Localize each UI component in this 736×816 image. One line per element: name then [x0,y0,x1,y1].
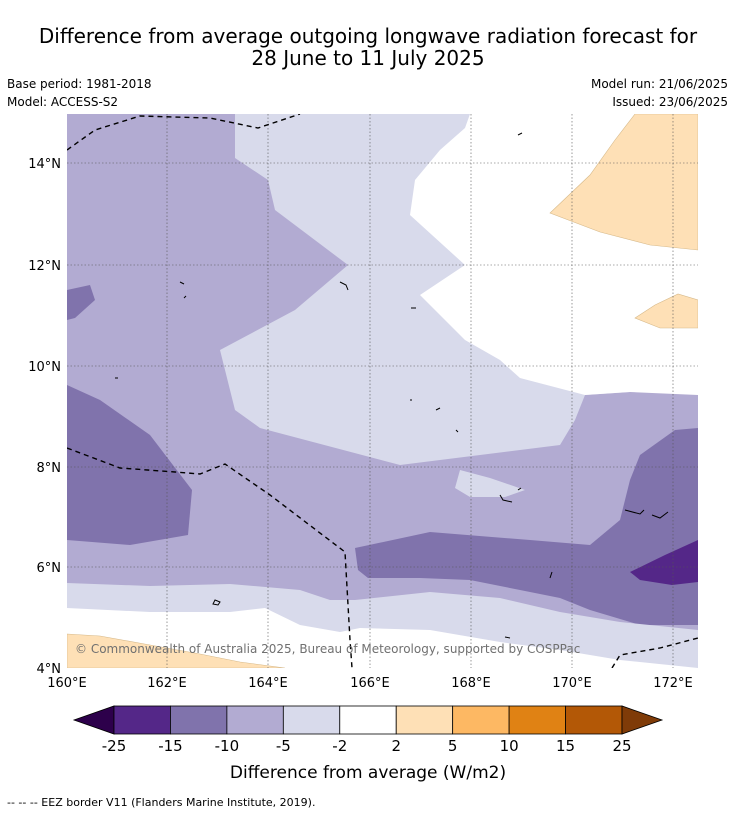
eez-legend: -- -- -- EEZ border V11 (Flanders Marine… [7,796,316,809]
lon-label: 164°E [248,676,288,691]
lon-label: 170°E [552,676,592,691]
lon-label: 172°E [653,676,693,691]
lon-label: 160°E [47,676,87,691]
map-title-line1: Difference from average outgoing longwav… [38,24,698,48]
colorbar-tick-label: -25 [102,737,127,755]
map-title-line2: 28 June to 11 July 2025 [251,46,485,70]
lon-labels: 160°E 162°E 164°E 166°E 168°E 170°E 172°… [47,676,693,691]
map-area [67,114,698,668]
meta-left: Base period: 1981-2018 Model: ACCESS-S2 [7,75,152,111]
colorbar-tick-label: 15 [556,737,575,755]
anomaly-region-neutral-south [67,608,698,668]
lat-label: 14°N [28,157,61,172]
map-gridlines [67,114,698,668]
issued-date: Issued: 23/06/2025 [612,95,728,109]
lat-label: 8°N [37,461,62,476]
colorbar: -25 -15 -10 -5 -2 2 5 10 15 25 [72,705,664,755]
colorbar-tick-label: -10 [215,737,240,755]
eez-borders [67,114,698,668]
lat-labels: 14°N 12°N 10°N 8°N 6°N 4°N [28,157,61,677]
colorbar-extend-high [621,705,664,735]
anomaly-region-minus15-west [67,385,192,545]
anomaly-region-positive-sw [67,633,286,668]
lon-label: 166°E [350,676,390,691]
model-name: Model: ACCESS-S2 [7,95,119,109]
anomaly-region-minus15-east [355,428,698,625]
colorbar-segment [282,705,341,735]
anomaly-region-minus25 [630,540,698,585]
colorbar-segment [508,705,566,735]
anomaly-region-island [455,470,525,497]
anomaly-region-minus15-small [67,285,95,320]
anomaly-region-positive-e [634,293,698,329]
colorbar-tick-label: -2 [332,737,347,755]
colorbar-tick-label: 10 [500,737,519,755]
model-run: Model run: 21/06/2025 [590,77,728,91]
lon-label: 162°E [147,676,187,691]
colorbar-segment [113,705,171,735]
colorbar-segment [170,705,228,735]
colorbar-extend-low [72,705,115,735]
lon-label: 168°E [451,676,491,691]
colorbar-tick-label: 2 [391,737,401,755]
meta-right: Model run: 21/06/2025 Issued: 23/06/2025 [591,75,728,111]
colorbar-segment [395,705,454,735]
islands [115,132,669,639]
colorbar-tick-label: -5 [276,737,291,755]
anomaly-region-positive-ne [549,114,698,251]
lat-label: 6°N [37,561,62,576]
colorbar-segment [565,705,623,735]
colorbar-label: Difference from average (W/m2) [230,763,506,783]
lat-label: 4°N [37,662,62,677]
colorbar-tick-label: -15 [158,737,183,755]
base-period: Base period: 1981-2018 [7,77,152,91]
colorbar-segment [452,705,510,735]
colorbar-segment [339,705,397,735]
copyright-text: © Commonwealth of Australia 2025, Bureau… [75,642,580,656]
colorbar-segment [226,705,284,735]
colorbar-tick-label: 5 [448,737,458,755]
colorbar-tick-label: 25 [612,737,631,755]
lat-label: 12°N [28,259,61,274]
lat-label: 10°N [28,360,61,375]
